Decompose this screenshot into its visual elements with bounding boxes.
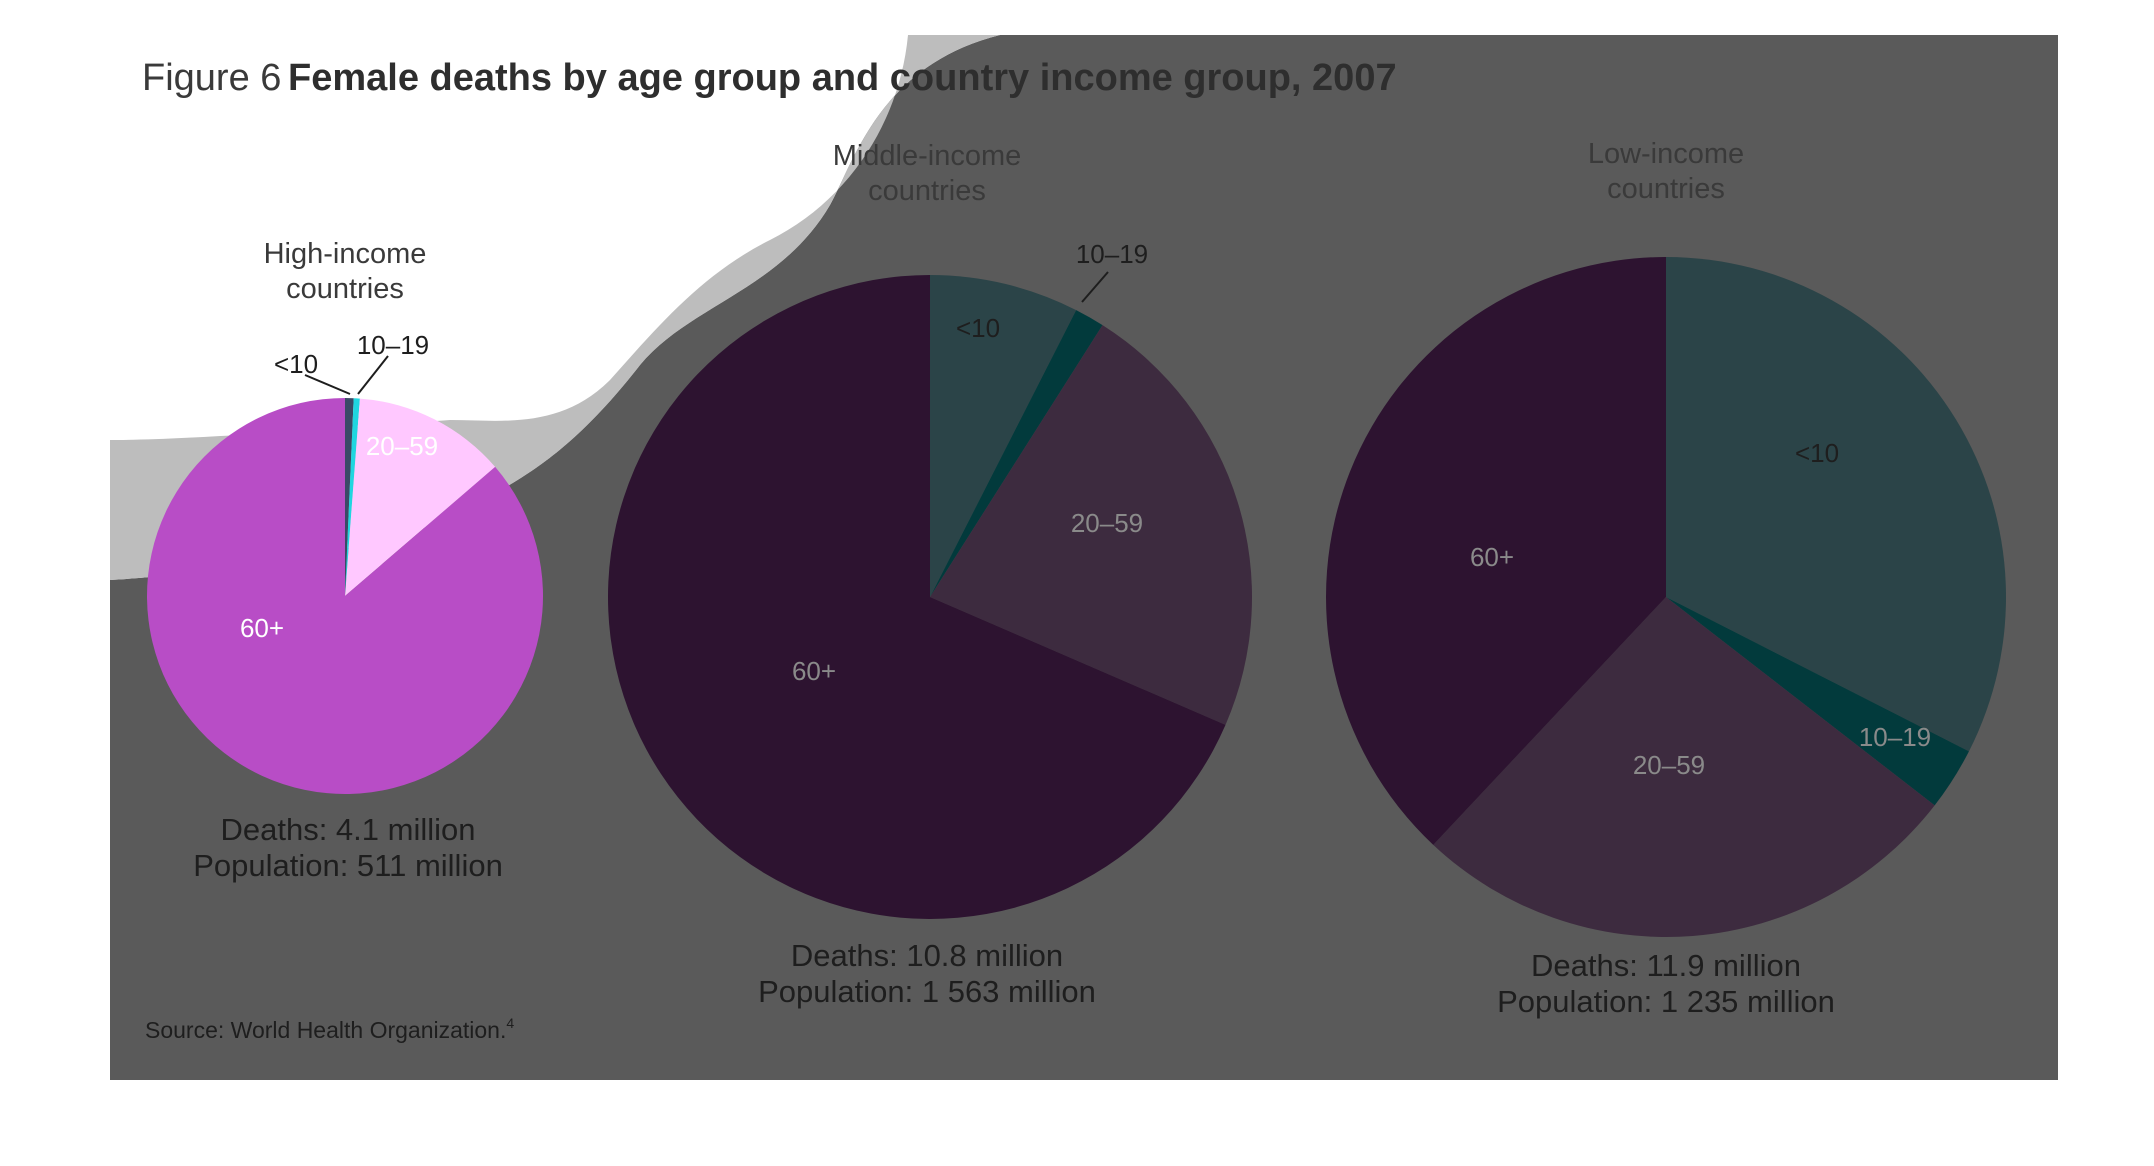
- pie-title-line-2: countries: [1607, 173, 1725, 205]
- figure-title: Female deaths by age group and country i…: [288, 57, 1397, 99]
- slice-label-20-59: 20–59: [1071, 508, 1143, 538]
- pie-low-income: Low-income countries <10 10–19 20–59 60+…: [1326, 138, 2007, 1019]
- pie-caption-population: Population: 1 235 million: [1497, 984, 1835, 1019]
- pie-title-line-1: Low-income: [1588, 138, 1744, 170]
- pie-slice-10-19: [930, 310, 1103, 597]
- slice-label-lt10: <10: [1795, 438, 1839, 468]
- pie-slice-10-19: [1666, 597, 1969, 806]
- pie-title-line-2: countries: [286, 273, 404, 305]
- pie-slice-20-59: [345, 398, 496, 596]
- slice-label-lt10: <10: [956, 313, 1000, 343]
- pie-slice-60: [1326, 257, 1666, 845]
- slice-label-20-59: 20–59: [1633, 750, 1705, 780]
- pie-caption-population: Population: 511 million: [193, 848, 503, 883]
- slice-label-60plus: 60+: [240, 613, 284, 643]
- slice-label-10-19: 10–19: [1076, 239, 1148, 269]
- pie-slice-60: [147, 398, 543, 795]
- slice-label-20-59: 20–59: [366, 431, 438, 461]
- pie-caption-population: Population: 1 563 million: [758, 974, 1096, 1009]
- leader-line-10-19: [357, 355, 389, 395]
- slice-label-10-19: 10–19: [1859, 722, 1931, 752]
- source-note: Source: World Health Organization.4: [145, 1015, 514, 1043]
- pie-caption-deaths: Deaths: 4.1 million: [220, 812, 475, 847]
- leader-line-10-19: [1081, 271, 1109, 303]
- pie-slice-20-59: [1433, 597, 1935, 937]
- pie-middle-income: Middle-income countries 10–19 <10 20–59 …: [608, 140, 1253, 1009]
- pie-slice-10-19: [345, 398, 360, 596]
- pie-caption-deaths: Deaths: 10.8 million: [791, 938, 1063, 973]
- leader-line-lt10: [304, 374, 351, 395]
- pie-title-line-1: Middle-income: [833, 140, 1022, 172]
- slice-label-10-19: 10–19: [357, 330, 429, 360]
- slice-label-lt10: <10: [274, 349, 318, 379]
- source-superscript: 4: [506, 1015, 514, 1031]
- pie-title-line-1: High-income: [264, 238, 427, 270]
- pie-slice-10: [930, 275, 1077, 597]
- pie-caption-deaths: Deaths: 11.9 million: [1531, 948, 1801, 983]
- pie-slice-20-59: [930, 325, 1253, 725]
- slice-label-60plus: 60+: [1470, 542, 1514, 572]
- pie-slice-10: [1666, 257, 2007, 752]
- slice-label-60plus: 60+: [792, 656, 836, 686]
- pie-slice-10: [345, 398, 354, 596]
- pie-high-income: High-income countries <10 10–19 20–59 60…: [147, 238, 543, 883]
- source-text: Source: World Health Organization.: [145, 1017, 506, 1043]
- pie-slice-60: [608, 275, 1226, 919]
- pie-title-line-2: countries: [868, 175, 986, 207]
- figure-label: Figure 6: [142, 57, 281, 99]
